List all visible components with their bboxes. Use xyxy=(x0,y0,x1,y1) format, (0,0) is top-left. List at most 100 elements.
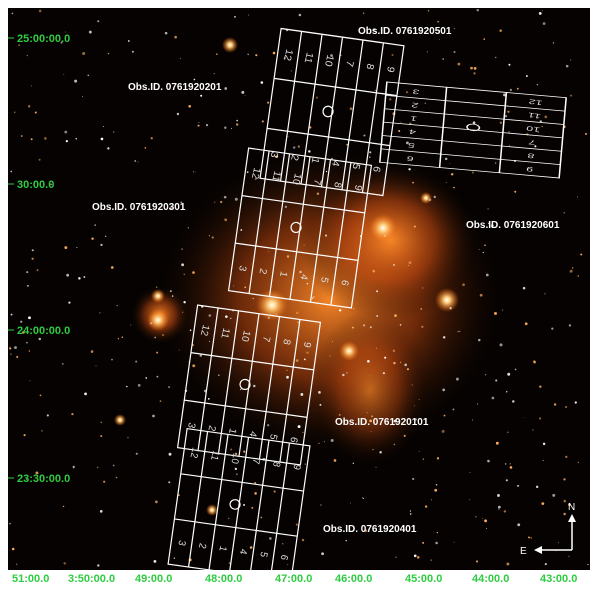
star xyxy=(39,394,42,397)
star xyxy=(290,70,292,72)
star xyxy=(112,464,115,467)
star xyxy=(131,50,134,53)
chip-border xyxy=(180,473,304,492)
star xyxy=(375,466,377,468)
star xyxy=(116,305,118,307)
star xyxy=(494,56,497,59)
star xyxy=(22,330,25,334)
star xyxy=(330,439,334,442)
chip-label: 3 xyxy=(268,151,280,159)
chip-label: 7 xyxy=(249,457,261,465)
star xyxy=(208,314,212,317)
star xyxy=(541,10,543,12)
chip-label: 11 xyxy=(269,170,282,183)
star xyxy=(224,87,228,90)
star xyxy=(421,325,424,328)
star xyxy=(65,31,67,33)
star xyxy=(97,564,100,567)
star xyxy=(476,8,479,12)
star xyxy=(254,178,257,180)
star xyxy=(369,151,372,154)
star xyxy=(476,403,479,405)
star xyxy=(171,295,174,297)
star xyxy=(398,129,401,133)
dec-label: 24:00:00.0 xyxy=(17,325,70,337)
star xyxy=(13,111,16,114)
star xyxy=(214,201,216,203)
star xyxy=(26,271,29,274)
star xyxy=(292,146,296,149)
chip-label: 9 xyxy=(384,65,396,73)
star xyxy=(144,147,147,149)
star xyxy=(329,355,331,357)
compass-n-label: N xyxy=(568,502,575,513)
chip-label: 1 xyxy=(226,427,238,435)
chip-border xyxy=(309,159,332,303)
chip-border xyxy=(197,307,219,451)
star xyxy=(36,269,39,272)
star xyxy=(309,126,312,129)
star xyxy=(442,336,446,339)
star xyxy=(252,298,254,300)
star xyxy=(442,388,446,392)
star xyxy=(497,505,501,509)
chip-border xyxy=(380,148,561,165)
star xyxy=(533,360,536,364)
chip-label: 8 xyxy=(526,151,535,159)
star xyxy=(418,450,420,452)
star xyxy=(512,400,515,403)
star xyxy=(489,225,491,227)
star xyxy=(100,435,103,438)
star xyxy=(454,28,456,30)
star xyxy=(194,171,196,173)
star xyxy=(321,552,324,556)
chip-label: 7 xyxy=(311,178,323,186)
star xyxy=(538,12,542,15)
star xyxy=(418,399,420,400)
star xyxy=(182,311,184,313)
star xyxy=(269,537,272,540)
star xyxy=(18,44,20,46)
star xyxy=(260,516,263,519)
star xyxy=(90,350,94,353)
target-marker xyxy=(466,123,481,132)
star xyxy=(234,467,237,471)
star xyxy=(482,251,484,254)
chip-label: 8 xyxy=(364,62,376,70)
star xyxy=(470,66,473,70)
star xyxy=(169,290,172,293)
star xyxy=(193,78,196,81)
star xyxy=(30,85,32,87)
star xyxy=(295,359,299,362)
star xyxy=(568,555,570,557)
chip-label: 1 xyxy=(309,156,321,164)
chip-border xyxy=(279,31,303,182)
star xyxy=(523,416,525,418)
star xyxy=(26,55,28,57)
star xyxy=(372,448,374,451)
chip-label: 9 xyxy=(301,341,313,349)
star xyxy=(23,434,26,437)
star xyxy=(14,346,17,350)
chip-label: 5 xyxy=(267,433,279,441)
chip-label: 4 xyxy=(246,430,258,438)
star xyxy=(330,54,333,57)
star xyxy=(176,112,180,116)
star xyxy=(505,479,508,482)
star xyxy=(484,519,488,523)
star xyxy=(399,323,402,326)
star xyxy=(495,379,498,382)
star xyxy=(137,383,141,387)
star xyxy=(38,337,41,341)
ra-label: 3:50:00.0 xyxy=(68,573,115,585)
star xyxy=(362,497,364,499)
star xyxy=(10,170,13,173)
bright-star xyxy=(206,504,218,516)
star xyxy=(503,510,507,513)
chip-border xyxy=(187,431,209,568)
star xyxy=(192,364,196,368)
star xyxy=(378,528,380,530)
chip-label: 4 xyxy=(329,159,341,167)
